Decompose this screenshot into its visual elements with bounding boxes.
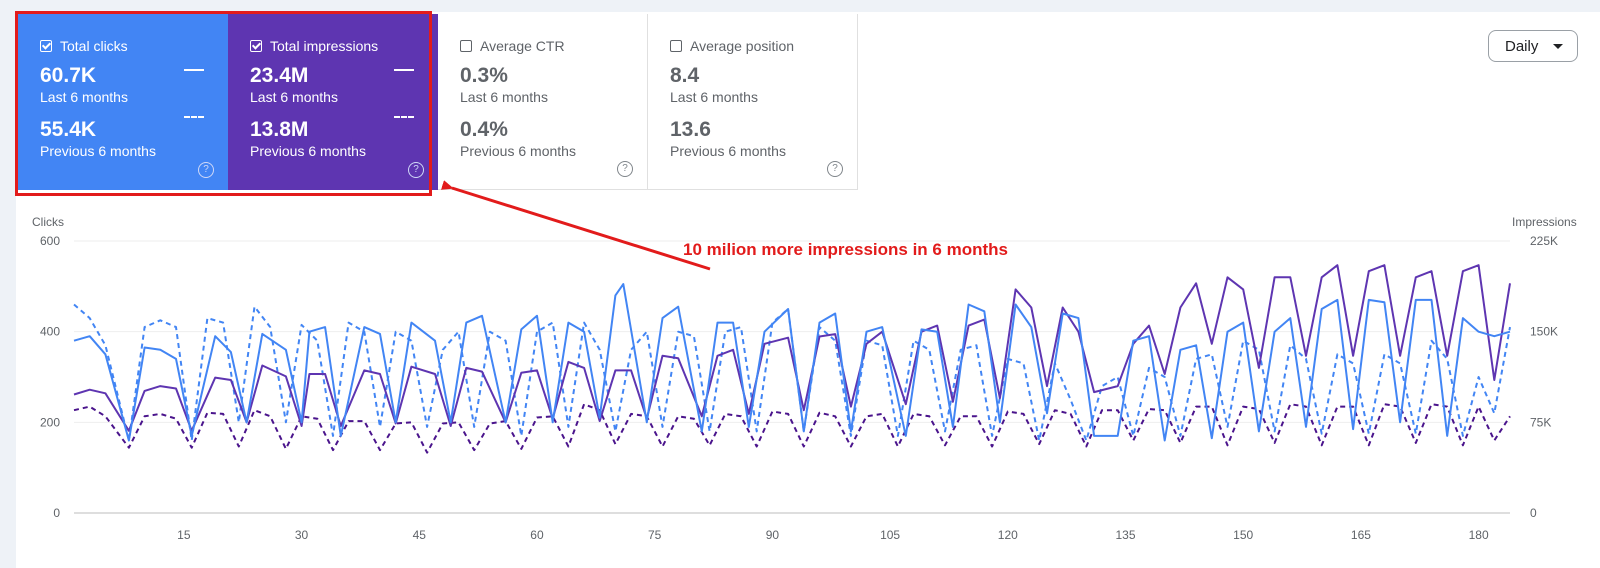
solid-line-legend-icon [184, 69, 204, 71]
metric-previous-value: 55.4K [40, 118, 97, 141]
x-tick-label: 135 [1115, 528, 1135, 542]
metric-previous-period: Previous 6 months [460, 143, 576, 159]
metric-label: Total clicks [60, 38, 128, 54]
y-left-tick-label: 400 [40, 325, 60, 339]
metric-previous-period: Previous 6 months [250, 143, 366, 159]
metric-tabs: Total clicks 60.7K Last 6 months 55.4K P… [18, 14, 858, 190]
metric-total-impressions[interactable]: Total impressions 23.4M Last 6 months 13… [228, 14, 438, 190]
metric-label: Average position [690, 38, 795, 54]
x-tick-label: 105 [880, 528, 900, 542]
checkbox-checked-icon[interactable] [250, 40, 262, 52]
x-tick-label: 180 [1469, 528, 1489, 542]
metric-value: 23.4M [250, 64, 309, 87]
series-line-impressions_prev [73, 403, 1511, 454]
checkbox-checked-icon[interactable] [40, 40, 52, 52]
metric-previous-period: Previous 6 months [40, 143, 156, 159]
metric-average-ctr[interactable]: Average CTR 0.3% Last 6 months 0.4% Prev… [438, 14, 648, 190]
metric-label: Total impressions [270, 38, 379, 54]
y-left-tick-label: 200 [40, 415, 60, 429]
metric-previous-value: 0.4% [460, 118, 508, 141]
x-tick-label: 60 [530, 528, 544, 542]
x-tick-label: 165 [1351, 528, 1371, 542]
x-tick-label: 90 [766, 528, 780, 542]
y-axis-left-title: Clicks [32, 215, 64, 229]
metric-previous-period: Previous 6 months [670, 143, 786, 159]
y-right-tick-label: 150K [1530, 325, 1558, 339]
metric-period: Last 6 months [40, 89, 128, 105]
help-icon[interactable]: ? [617, 161, 633, 177]
solid-line-legend-icon [394, 69, 414, 71]
series-line-clicks_prev [73, 303, 1511, 442]
metric-label: Average CTR [480, 38, 565, 54]
x-tick-label: 30 [295, 528, 309, 542]
series-line-clicks [73, 283, 1511, 442]
metric-total-clicks[interactable]: Total clicks 60.7K Last 6 months 55.4K P… [18, 14, 228, 190]
metric-value: 8.4 [670, 64, 700, 87]
granularity-selected: Daily [1505, 37, 1539, 55]
help-icon[interactable]: ? [198, 162, 214, 178]
y-axis-right-title: Impressions [1512, 215, 1577, 229]
metric-previous-value: 13.6 [670, 118, 711, 141]
help-icon[interactable]: ? [408, 162, 424, 178]
y-left-tick-label: 0 [53, 506, 60, 520]
x-tick-label: 45 [413, 528, 427, 542]
metric-period: Last 6 months [250, 89, 338, 105]
x-tick-label: 120 [998, 528, 1018, 542]
checkbox-unchecked-icon[interactable] [460, 40, 472, 52]
checkbox-unchecked-icon[interactable] [670, 40, 682, 52]
dashed-line-legend-icon [394, 116, 414, 118]
granularity-dropdown[interactable]: Daily [1488, 30, 1578, 62]
metric-period: Last 6 months [670, 89, 758, 105]
y-left-tick-label: 600 [40, 234, 60, 248]
x-tick-label: 75 [648, 528, 662, 542]
metric-value: 60.7K [40, 64, 97, 87]
help-icon[interactable]: ? [827, 161, 843, 177]
annotation-arrow [440, 180, 711, 271]
metric-value: 0.3% [460, 64, 508, 87]
metric-previous-value: 13.8M [250, 118, 309, 141]
caret-down-icon [1553, 44, 1563, 49]
annotation-text: 10 milion more impressions in 6 months [683, 240, 1008, 259]
dashed-line-legend-icon [184, 116, 204, 118]
x-tick-label: 15 [177, 528, 191, 542]
y-right-tick-label: 0 [1530, 506, 1537, 520]
metric-period: Last 6 months [460, 89, 548, 105]
y-right-tick-label: 75K [1530, 415, 1551, 429]
x-tick-label: 150 [1233, 528, 1253, 542]
y-right-tick-label: 225K [1530, 234, 1558, 248]
metric-average-position[interactable]: Average position 8.4 Last 6 months 13.6 … [648, 14, 858, 190]
